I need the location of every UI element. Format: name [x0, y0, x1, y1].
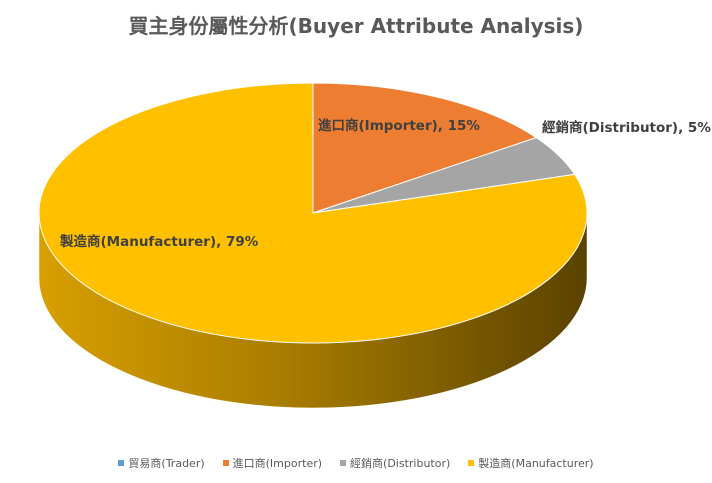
- pie-label-3: 製造商(Manufacturer), 79%: [59, 233, 259, 250]
- legend-item-2[interactable]: 經銷商(Distributor): [340, 455, 450, 471]
- chart-title: 買主身份屬性分析(Buyer Attribute Analysis): [128, 14, 584, 38]
- legend-label-2: 經銷商(Distributor): [350, 457, 451, 470]
- pie-slice-1[interactable]: [312, 82, 538, 214]
- pie-label-2: 經銷商(Distributor), 5%: [542, 119, 711, 136]
- legend-label-0: 貿易商(Trader): [128, 457, 205, 470]
- pie-label-1: 進口商(Importer), 15%: [318, 117, 480, 134]
- legend-swatch-3: [468, 460, 475, 466]
- legend-label-1: 進口商(Importer): [232, 457, 323, 470]
- legend-swatch-2: [340, 460, 347, 466]
- legend-item-0[interactable]: 貿易商(Trader): [118, 455, 205, 471]
- pie-slice-3[interactable]: [38, 82, 588, 344]
- legend-label-3: 製造商(Manufacturer): [478, 457, 594, 470]
- legend-swatch-1: [222, 460, 229, 466]
- pie-slices: [38, 82, 588, 344]
- pie-labels: 進口商(Importer), 15% 經銷商(Distributor), 5% 製造…: [59, 117, 711, 250]
- legend: 貿易商(Trader) 進口商(Importer) 經銷商(Distributor)…: [0, 455, 712, 471]
- legend-item-3[interactable]: 製造商(Manufacturer): [468, 455, 594, 471]
- legend-item-1[interactable]: 進口商(Importer): [222, 455, 323, 471]
- legend-swatch-0: [118, 460, 125, 466]
